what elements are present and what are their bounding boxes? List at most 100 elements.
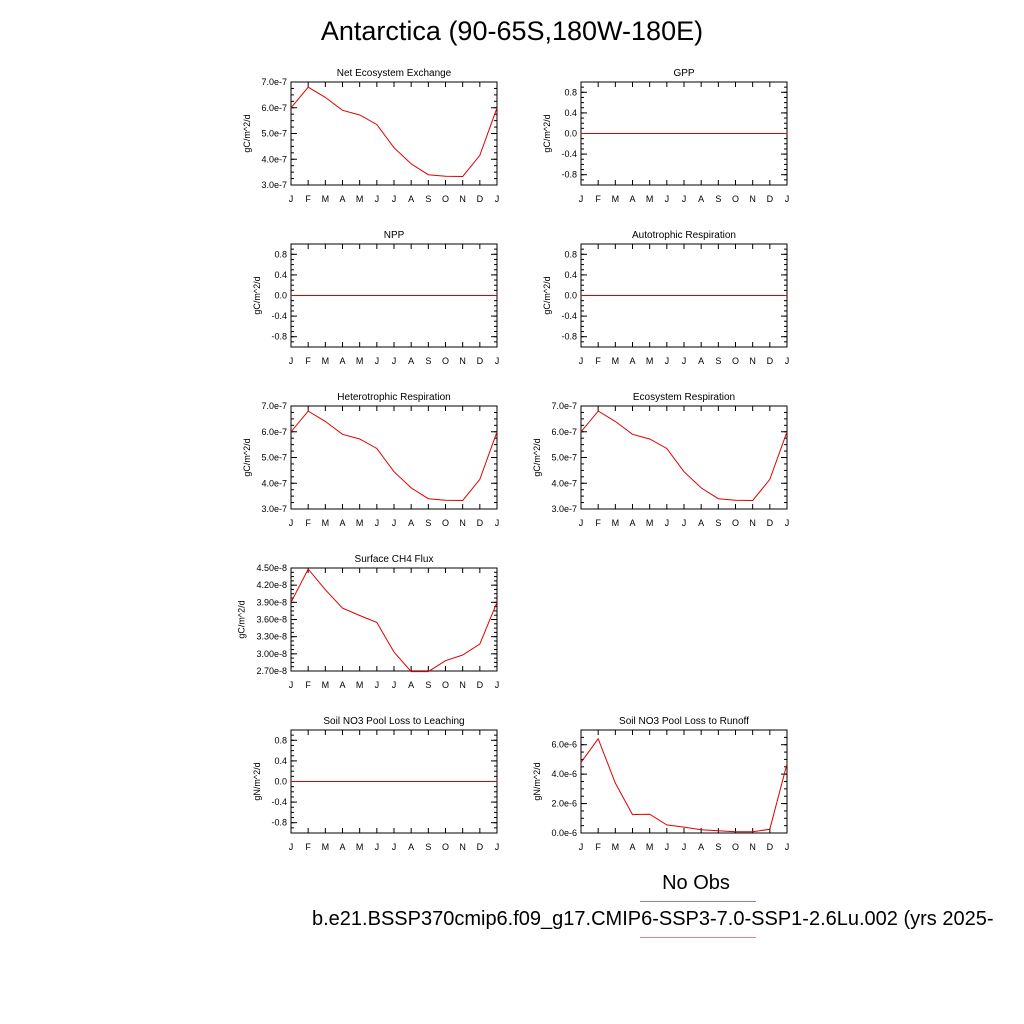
x-tick-label: A	[698, 842, 704, 852]
x-tick-label: F	[595, 842, 601, 852]
x-tick-label: J	[495, 680, 500, 690]
x-tick-label: A	[408, 194, 414, 204]
x-tick-label: M	[612, 194, 620, 204]
y-axis-label: gC/m^2/d	[542, 114, 552, 152]
y-tick-label: 2.0e-6	[551, 799, 577, 809]
x-tick-label: J	[495, 518, 500, 528]
y-tick-label: 4.0e-7	[261, 478, 287, 488]
x-tick-label: O	[442, 842, 449, 852]
x-tick-label: M	[322, 518, 330, 528]
x-tick-label: S	[715, 194, 721, 204]
x-tick-label: A	[698, 194, 704, 204]
x-tick-label: J	[785, 842, 790, 852]
y-tick-label: 0.4	[564, 108, 577, 118]
x-tick-label: J	[375, 356, 380, 366]
y-tick-label: 6.0e-7	[551, 427, 577, 437]
y-tick-label: 4.50e-8	[256, 563, 287, 573]
x-tick-label: M	[646, 518, 654, 528]
x-tick-label: J	[289, 356, 294, 366]
x-tick-label: A	[698, 518, 704, 528]
x-tick-label: N	[459, 356, 466, 366]
chart-title: Soil NO3 Pool Loss to Runoff	[619, 716, 749, 727]
plot-frame	[580, 729, 788, 834]
y-tick-label: 2.70e-8	[256, 666, 287, 676]
y-tick-label: 5.0e-7	[261, 129, 287, 139]
x-tick-label: J	[375, 680, 380, 690]
x-tick-label: F	[595, 356, 601, 366]
x-tick-label: J	[682, 518, 687, 528]
x-tick-label: D	[767, 518, 774, 528]
x-tick-label: J	[375, 842, 380, 852]
plot-frame	[290, 405, 498, 510]
x-tick-label: A	[339, 518, 345, 528]
x-tick-label: A	[408, 356, 414, 366]
y-axis-label: gC/m^2/d	[252, 276, 262, 314]
chart-title: Ecosystem Respiration	[633, 392, 735, 403]
x-tick-label: O	[732, 518, 739, 528]
y-tick-label: 6.0e-6	[551, 740, 577, 750]
y-axis-label: gN/m^2/d	[532, 762, 542, 800]
legend-obs-line	[640, 901, 756, 902]
x-tick-label: M	[322, 842, 330, 852]
x-tick-label: J	[785, 356, 790, 366]
y-axis-label: gC/m^2/d	[237, 600, 247, 638]
x-tick-label: A	[408, 842, 414, 852]
x-tick-label: F	[595, 518, 601, 528]
x-tick-label: A	[698, 356, 704, 366]
x-tick-label: O	[442, 518, 449, 528]
x-tick-label: A	[629, 194, 635, 204]
x-tick-label: N	[749, 518, 756, 528]
x-tick-label: O	[732, 194, 739, 204]
x-tick-label: D	[767, 356, 774, 366]
x-tick-label: S	[425, 194, 431, 204]
x-tick-label: O	[732, 356, 739, 366]
x-tick-label: S	[425, 680, 431, 690]
x-tick-label: J	[392, 194, 397, 204]
x-tick-label: J	[785, 518, 790, 528]
y-axis-label: gC/m^2/d	[542, 276, 552, 314]
x-tick-label: J	[579, 518, 584, 528]
x-tick-label: J	[289, 680, 294, 690]
x-tick-label: J	[579, 842, 584, 852]
x-tick-label: D	[767, 842, 774, 852]
x-tick-label: F	[305, 518, 311, 528]
chart-title: NPP	[384, 230, 405, 241]
x-tick-label: A	[339, 356, 345, 366]
x-tick-label: N	[459, 842, 466, 852]
x-tick-label: J	[665, 194, 670, 204]
x-tick-label: A	[408, 518, 414, 528]
x-tick-label: J	[375, 194, 380, 204]
legend-case-line	[640, 937, 756, 938]
y-tick-label: 7.0e-7	[551, 401, 577, 411]
series-line	[580, 410, 788, 502]
x-tick-label: A	[339, 680, 345, 690]
x-tick-label: M	[322, 680, 330, 690]
x-tick-label: D	[477, 680, 484, 690]
x-tick-label: M	[356, 842, 364, 852]
y-tick-label: 0.0	[274, 291, 287, 301]
x-tick-label: J	[495, 194, 500, 204]
series-line	[290, 86, 498, 178]
y-tick-label: 4.20e-8	[256, 580, 287, 590]
x-tick-label: S	[715, 518, 721, 528]
x-tick-label: J	[495, 842, 500, 852]
x-tick-label: J	[665, 518, 670, 528]
x-tick-label: M	[646, 194, 654, 204]
x-tick-label: A	[339, 194, 345, 204]
series-line	[290, 410, 498, 502]
x-tick-label: F	[595, 194, 601, 204]
y-tick-label: -0.4	[561, 149, 577, 159]
chart-title: GPP	[673, 68, 694, 79]
y-tick-label: -0.4	[271, 311, 287, 321]
x-tick-label: J	[289, 518, 294, 528]
y-tick-label: -0.4	[271, 797, 287, 807]
x-tick-label: M	[356, 680, 364, 690]
plot-frame	[290, 81, 498, 186]
y-tick-label: -0.8	[561, 170, 577, 180]
y-tick-label: 5.0e-7	[551, 453, 577, 463]
